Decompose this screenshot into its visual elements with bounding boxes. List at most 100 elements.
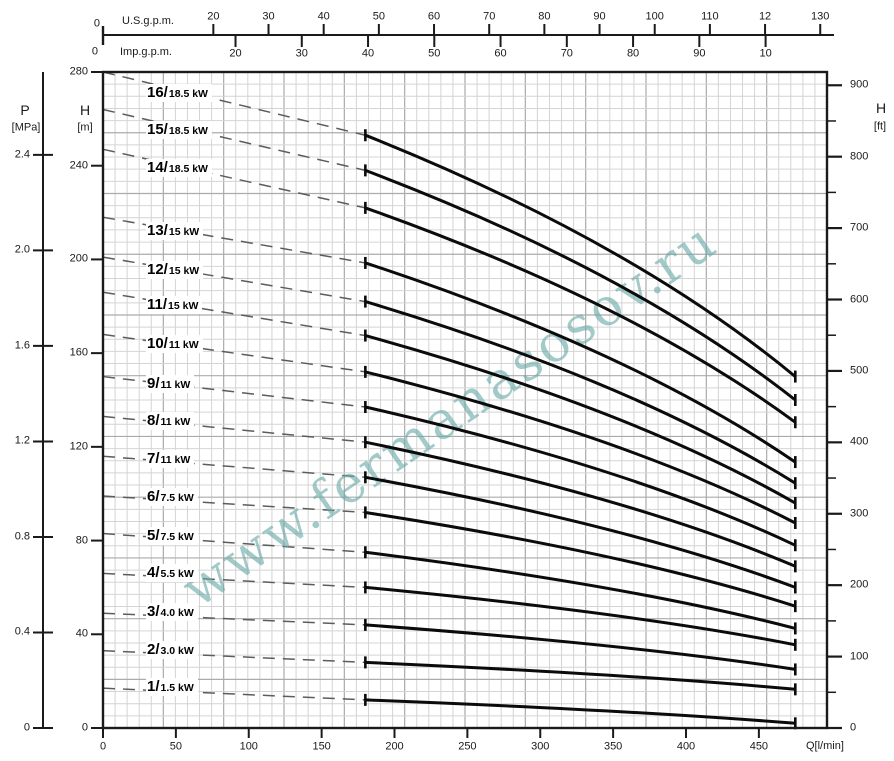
top-imp-tick-label: 60 [494, 47, 507, 60]
head-m-tick-label: 120 [69, 440, 88, 453]
top-imp-tick-label: 70 [560, 47, 573, 60]
pump-curve-7 [365, 475, 796, 589]
pump-curve-15 [364, 168, 797, 402]
top-us-tick-label: 12 [758, 10, 772, 23]
pressure-tick-label: 2.0 [14, 243, 30, 256]
top-imp-tick-label: 20 [229, 47, 242, 60]
top-us-tick-label: 130 [811, 10, 830, 23]
curve-label-power: 11 kW [160, 454, 191, 467]
curve-label-stages: 11/ [147, 295, 168, 313]
curve-label-power: 11 kW [160, 378, 191, 391]
head-m-tick-label: 240 [69, 159, 88, 172]
pressure-axis-title: P [20, 102, 30, 118]
curve-label-stages: 6/ [147, 488, 160, 506]
dashed-extension [102, 415, 366, 443]
head-m-axis-unit: [m] [77, 121, 93, 134]
top-us-tick-label: 110 [701, 10, 719, 23]
curve-label-stages: 12/ [147, 261, 168, 279]
top-imp-tick-label: 50 [428, 47, 441, 60]
head-m-axis-title: H [79, 102, 91, 118]
pressure-tick-label: 2.4 [14, 148, 30, 161]
curve-label-stages: 4/ [147, 564, 160, 582]
head-ft-tick-label: 800 [850, 150, 869, 163]
head-ft-tick-label: 300 [850, 507, 869, 520]
dashed-extension [102, 71, 366, 136]
curve-label-13: 13/15 kW [146, 221, 204, 240]
curve-label-8: 8/11 kW [146, 412, 195, 431]
curve-label-power: 15 kW [168, 299, 199, 312]
curve-label-power: 5.5 kW [160, 568, 194, 581]
head-ft-tick-label: 100 [850, 650, 869, 663]
top-us-tick-label: 90 [593, 10, 606, 23]
flow-tick-label: 450 [749, 740, 769, 753]
curve-label-stages: 15/ [147, 120, 168, 138]
dashed-extension [102, 649, 366, 664]
pressure-tick-label: 0.4 [14, 625, 30, 638]
head-ft-tick-label: 600 [850, 293, 869, 306]
curve-label-stages: 3/ [147, 603, 160, 621]
dashed-extensions [102, 71, 366, 701]
curve-label-16: 16/18.5 kW [146, 84, 212, 103]
curve-label-power: 3.0 kW [160, 644, 194, 657]
curve-label-5: 5/7.5 kW [146, 526, 198, 545]
dashed-extension [102, 256, 366, 303]
flow-tick-label: 300 [531, 740, 550, 753]
head-m-tick-label: 0 [81, 721, 88, 734]
pump-curve-3 [365, 623, 796, 671]
dashed-extension [102, 333, 366, 373]
head-m-tick-label: 200 [69, 252, 88, 265]
flow-axis-label: Q[l/min] [806, 740, 844, 752]
head-ft-axis-unit: [ft] [873, 120, 887, 133]
curve-label-stages: 14/ [147, 159, 168, 177]
curve-label-2: 2/3.0 kW [146, 640, 198, 659]
curve-label-power: 18.5 kW [168, 88, 208, 101]
curve-label-stages: 5/ [147, 526, 160, 544]
flow-tick-label: 150 [312, 740, 331, 753]
curve-label-power: 7.5 kW [160, 492, 194, 505]
pump-curve-9 [365, 405, 796, 547]
curve-label-4: 4/5.5 kW [146, 564, 198, 583]
curve-label-power: 4.0 kW [160, 607, 194, 620]
curve-label-power: 11 kW [160, 416, 191, 429]
curve-label-12: 12/15 kW [146, 261, 204, 280]
pump-curve-13 [364, 261, 797, 464]
top-imp-tick-label: 40 [361, 47, 375, 60]
pump-curve-5 [365, 550, 796, 630]
flow-tick-label: 100 [239, 740, 258, 753]
pump-curve-11 [365, 334, 797, 505]
pump-curve-16 [364, 133, 797, 378]
curve-label-power: 15 kW [168, 265, 200, 278]
head-m-tick-label: 280 [69, 65, 88, 78]
curve-label-stages: 16/ [147, 84, 168, 102]
top-axis-imp-zero: 0 [91, 45, 98, 58]
curve-label-11: 11/15 kW [146, 295, 203, 314]
curve-label-1: 1/1.5 kW [146, 678, 198, 697]
top-us-tick-label: 60 [427, 10, 441, 23]
pump-curve-6 [365, 511, 796, 608]
pressure-tick-label: 0 [23, 721, 30, 734]
flow-tick-label: 400 [676, 740, 696, 753]
dashed-extension [102, 375, 366, 408]
pump-curve-14 [364, 206, 797, 424]
dashed-extension [102, 216, 366, 264]
head-ft-tick-label: 400 [850, 435, 869, 448]
head-ft-tick-label: 900 [850, 78, 869, 91]
flow-tick-label: 200 [385, 740, 404, 753]
dashed-extension [102, 148, 366, 209]
curve-label-stages: 8/ [147, 412, 160, 430]
top-imp-tick-label: 30 [295, 47, 308, 60]
pump-curve-12 [364, 300, 797, 485]
top-us-tick-label: 40 [317, 10, 330, 23]
flow-tick-label: 50 [169, 740, 182, 753]
curve-label-15: 15/18.5 kW [146, 120, 212, 139]
curve-label-power: 15 kW [168, 225, 200, 238]
top-us-tick-label: 20 [207, 10, 220, 23]
top-us-tick-label: 100 [645, 10, 664, 23]
dashed-extension [102, 687, 366, 701]
plot-border [101, 70, 829, 730]
axis-lines [33, 24, 842, 738]
curve-label-3: 3/4.0 kW [146, 603, 198, 622]
curve-label-stages: 2/ [147, 640, 160, 658]
